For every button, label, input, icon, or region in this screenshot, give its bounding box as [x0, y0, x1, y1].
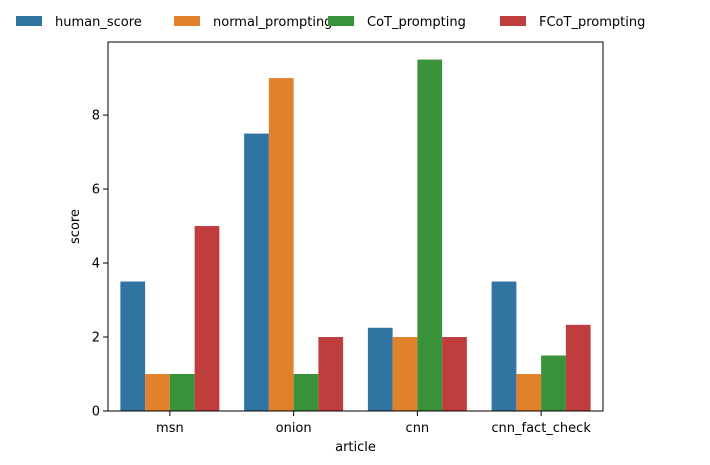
legend-label-human_score: human_score — [55, 15, 142, 30]
legend-label-CoT_prompting: CoT_prompting — [367, 15, 466, 30]
y-axis-label: score — [68, 209, 83, 244]
bar-CoT_prompting-cnn_fact_check — [541, 355, 566, 411]
x-tick-label-cnn: cnn — [406, 421, 430, 436]
x-axis-label: article — [335, 440, 376, 455]
y-tick-label: 6 — [92, 183, 100, 198]
legend-swatch-CoT_prompting — [328, 16, 354, 26]
bar-FCoT_prompting-msn — [194, 226, 220, 411]
bar-normal_prompting-cnn_fact_check — [516, 374, 542, 411]
bar-normal_prompting-onion — [268, 78, 294, 411]
y-tick-label: 4 — [92, 257, 100, 272]
bar-human_score-onion — [244, 133, 269, 411]
bars — [120, 59, 591, 411]
legend-swatch-human_score — [16, 16, 42, 26]
x-axis: msn onion cnn cnn_fact_check — [156, 411, 591, 436]
legend: human_score normal_prompting CoT_prompting… — [16, 15, 645, 30]
bar-CoT_prompting-cnn — [417, 59, 443, 411]
bar-human_score-cnn_fact_check — [491, 281, 517, 411]
bar-FCoT_prompting-cnn — [442, 337, 467, 411]
x-tick-label-cnn_fact_check: cnn_fact_check — [491, 421, 591, 436]
y-tick-label: 2 — [92, 331, 100, 346]
bar-FCoT_prompting-cnn_fact_check — [565, 324, 591, 411]
bar-human_score-msn — [120, 281, 146, 411]
x-tick-label-onion: onion — [276, 421, 312, 436]
bar-normal_prompting-cnn — [392, 337, 418, 411]
bar-human_score-cnn — [367, 327, 393, 411]
bar-CoT_prompting-msn — [169, 374, 195, 411]
bar-FCoT_prompting-onion — [318, 337, 344, 411]
y-tick-label: 0 — [92, 405, 100, 420]
y-tick-label: 8 — [92, 109, 100, 124]
y-axis: 0 2 4 6 8 — [92, 109, 108, 420]
legend-label-FCoT_prompting: FCoT_prompting — [539, 15, 645, 30]
plot-frame — [107, 41, 604, 412]
bar-CoT_prompting-onion — [293, 374, 319, 411]
x-tick-label-msn: msn — [156, 421, 184, 436]
bar-normal_prompting-msn — [145, 374, 170, 411]
legend-swatch-normal_prompting — [174, 16, 200, 26]
legend-label-normal_prompting: normal_prompting — [213, 15, 332, 30]
legend-swatch-FCoT_prompting — [500, 16, 526, 26]
